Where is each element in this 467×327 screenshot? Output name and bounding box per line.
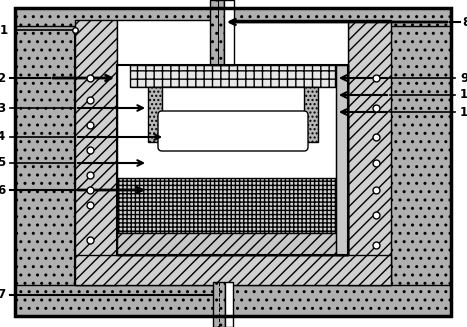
Bar [348, 20, 391, 285]
Bar [15, 8, 451, 26]
Bar [210, 0, 224, 65]
Bar [75, 20, 117, 285]
Bar [75, 255, 391, 285]
Bar [117, 178, 348, 233]
Bar [117, 20, 348, 255]
Text: 10: 10 [460, 89, 467, 101]
Bar [224, 0, 234, 65]
Bar [130, 65, 335, 87]
Bar [213, 282, 225, 327]
Bar [15, 285, 451, 316]
Text: 1: 1 [0, 24, 8, 37]
Text: 11: 11 [460, 106, 467, 118]
Bar [336, 65, 348, 255]
Text: 6: 6 [0, 183, 5, 197]
Bar [117, 65, 348, 255]
Text: 5: 5 [0, 157, 5, 169]
Text: 9: 9 [460, 72, 467, 84]
Bar [75, 20, 391, 290]
Bar [225, 282, 233, 327]
Bar [148, 87, 318, 142]
Text: 4: 4 [0, 130, 5, 144]
Text: 8: 8 [462, 15, 467, 28]
Bar [117, 233, 348, 255]
Text: 7: 7 [0, 288, 5, 301]
Bar [162, 87, 304, 117]
FancyBboxPatch shape [158, 111, 308, 151]
Text: 3: 3 [0, 101, 5, 114]
Text: 2: 2 [0, 72, 5, 84]
